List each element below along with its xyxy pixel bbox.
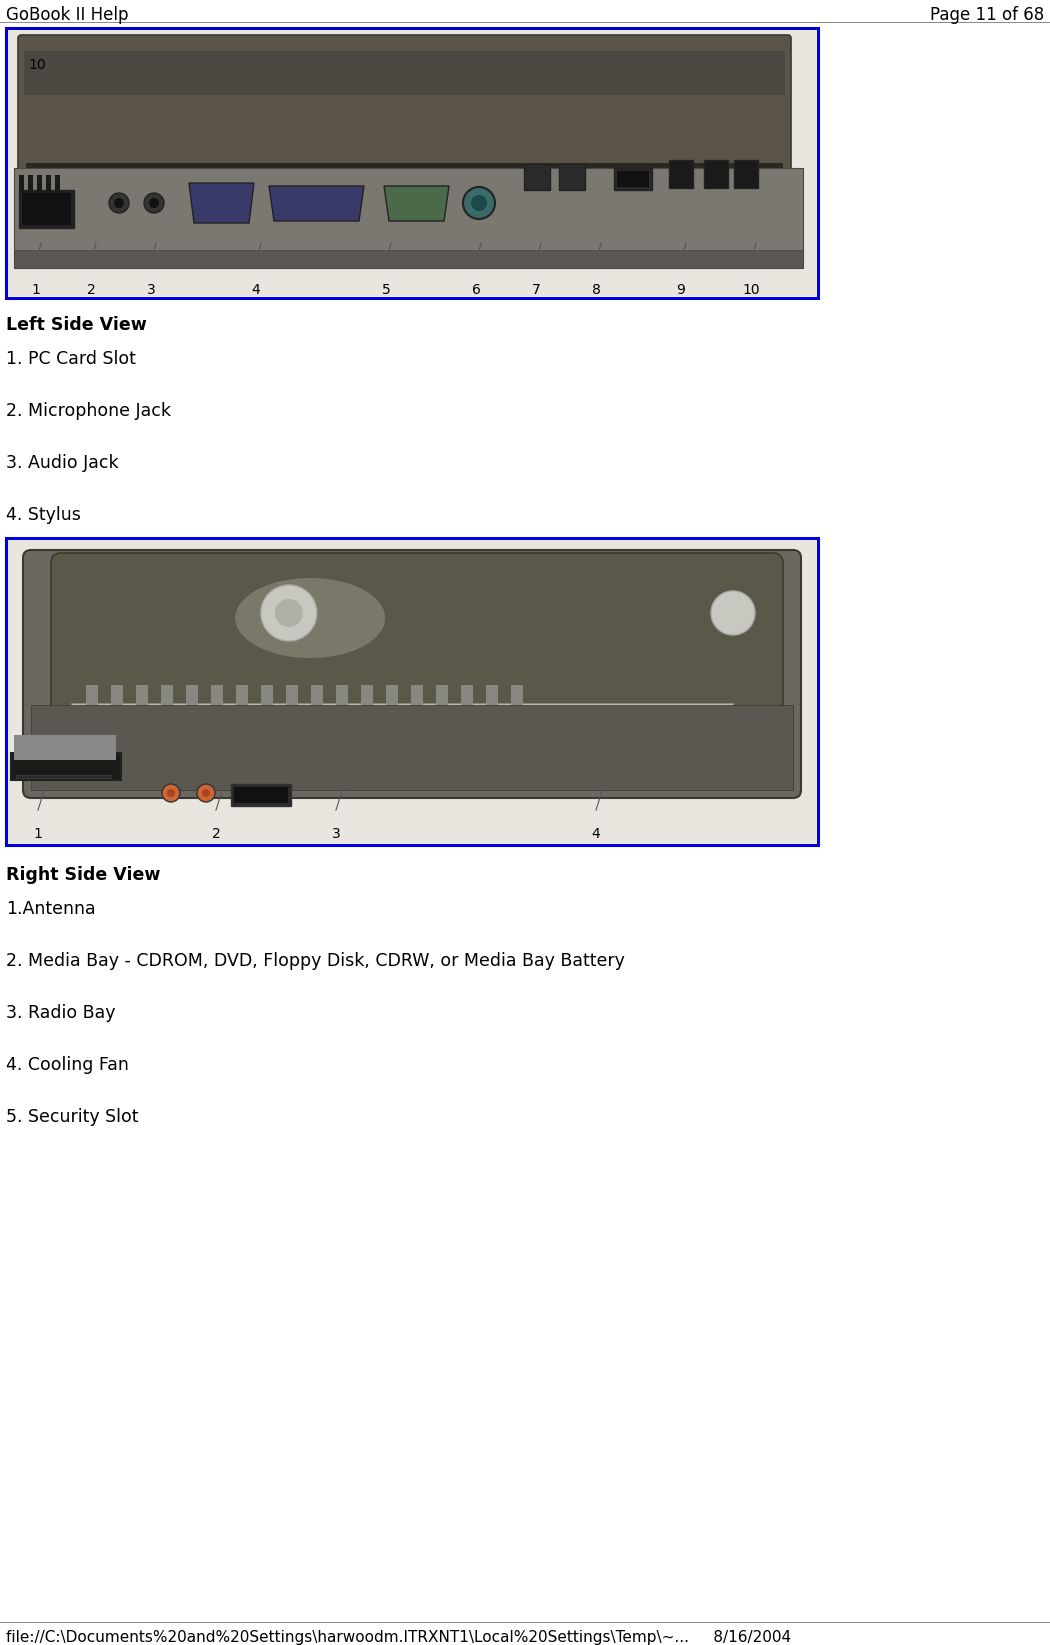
Text: 4. Cooling Fan: 4. Cooling Fan <box>6 1056 129 1074</box>
Bar <box>14 168 803 268</box>
Bar <box>10 753 121 780</box>
Polygon shape <box>189 183 254 224</box>
Text: 3: 3 <box>332 827 340 841</box>
Bar <box>734 160 758 188</box>
Bar <box>211 684 223 725</box>
Text: 1.Antenna: 1.Antenna <box>6 900 96 918</box>
Circle shape <box>275 599 302 627</box>
Circle shape <box>711 591 755 635</box>
Bar <box>22 192 71 225</box>
Bar <box>286 684 298 725</box>
Bar <box>136 684 148 725</box>
Bar <box>411 684 423 725</box>
FancyBboxPatch shape <box>18 35 791 176</box>
Bar <box>37 174 42 192</box>
Bar <box>86 684 98 725</box>
Bar <box>14 250 803 268</box>
Text: 2. Media Bay - CDROM, DVD, Floppy Disk, CDRW, or Media Bay Battery: 2. Media Bay - CDROM, DVD, Floppy Disk, … <box>6 952 625 971</box>
Circle shape <box>162 785 180 803</box>
Bar <box>19 174 24 192</box>
Text: Left Side View: Left Side View <box>6 316 147 334</box>
Bar <box>46 174 51 192</box>
Text: 5: 5 <box>381 283 391 298</box>
Bar <box>161 684 173 725</box>
Circle shape <box>114 197 124 207</box>
Bar <box>704 160 728 188</box>
Bar <box>8 540 816 842</box>
Text: 9: 9 <box>676 283 686 298</box>
Text: 4: 4 <box>591 827 601 841</box>
Bar <box>486 684 498 725</box>
Circle shape <box>260 586 317 642</box>
Text: 2. Microphone Jack: 2. Microphone Jack <box>6 401 171 419</box>
Bar <box>19 191 74 229</box>
Bar <box>236 684 248 725</box>
Bar <box>261 684 273 725</box>
Text: 1: 1 <box>34 827 42 841</box>
Bar <box>28 174 33 192</box>
Text: 7: 7 <box>531 283 541 298</box>
Bar <box>361 684 373 725</box>
Text: 1: 1 <box>32 283 41 298</box>
Text: 1. PC Card Slot: 1. PC Card Slot <box>6 350 135 368</box>
Text: 4: 4 <box>252 283 260 298</box>
Circle shape <box>471 196 487 211</box>
FancyBboxPatch shape <box>23 549 801 798</box>
Polygon shape <box>384 186 449 220</box>
Circle shape <box>144 192 164 212</box>
Bar <box>71 702 733 753</box>
Bar <box>231 785 291 806</box>
Bar <box>311 684 323 725</box>
Text: GoBook II Help: GoBook II Help <box>6 7 128 25</box>
Ellipse shape <box>235 577 385 658</box>
FancyBboxPatch shape <box>24 51 785 95</box>
Bar <box>234 786 288 803</box>
Text: 2: 2 <box>86 283 96 298</box>
Bar <box>669 160 693 188</box>
Bar <box>55 174 60 192</box>
Circle shape <box>167 790 175 796</box>
Text: 4. Stylus: 4. Stylus <box>6 507 81 525</box>
Circle shape <box>463 188 495 219</box>
FancyBboxPatch shape <box>51 553 783 712</box>
Text: Page 11 of 68: Page 11 of 68 <box>929 7 1044 25</box>
Text: 3: 3 <box>147 283 155 298</box>
Text: 5. Security Slot: 5. Security Slot <box>6 1109 139 1125</box>
Circle shape <box>149 197 159 207</box>
Bar <box>386 684 398 725</box>
Text: 3. Audio Jack: 3. Audio Jack <box>6 454 119 472</box>
Bar <box>8 30 816 296</box>
Text: 6: 6 <box>471 283 481 298</box>
Circle shape <box>202 790 210 796</box>
Text: 10: 10 <box>742 283 760 298</box>
Bar <box>524 164 550 191</box>
Bar <box>336 684 348 725</box>
Bar <box>461 684 472 725</box>
Bar <box>6 538 818 846</box>
Bar <box>559 164 585 191</box>
Text: 10: 10 <box>28 58 45 72</box>
Bar <box>26 163 783 174</box>
Bar <box>16 775 111 778</box>
Text: 8: 8 <box>591 283 601 298</box>
Bar <box>186 684 198 725</box>
Bar <box>14 735 116 760</box>
Bar <box>511 684 523 725</box>
Bar <box>436 684 448 725</box>
FancyBboxPatch shape <box>450 716 474 734</box>
Bar <box>32 706 793 790</box>
Bar <box>617 171 649 188</box>
Bar <box>614 168 652 191</box>
Circle shape <box>109 192 129 212</box>
Polygon shape <box>269 186 364 220</box>
Text: Right Side View: Right Side View <box>6 865 161 883</box>
Bar <box>6 28 818 298</box>
Text: 3. Radio Bay: 3. Radio Bay <box>6 1003 115 1022</box>
Circle shape <box>197 785 215 803</box>
Text: file://C:\Documents%20and%20Settings\harwoodm.ITRXNT1\Local%20Settings\Temp\~...: file://C:\Documents%20and%20Settings\har… <box>6 1630 791 1645</box>
Bar <box>111 684 123 725</box>
Text: 2: 2 <box>212 827 220 841</box>
